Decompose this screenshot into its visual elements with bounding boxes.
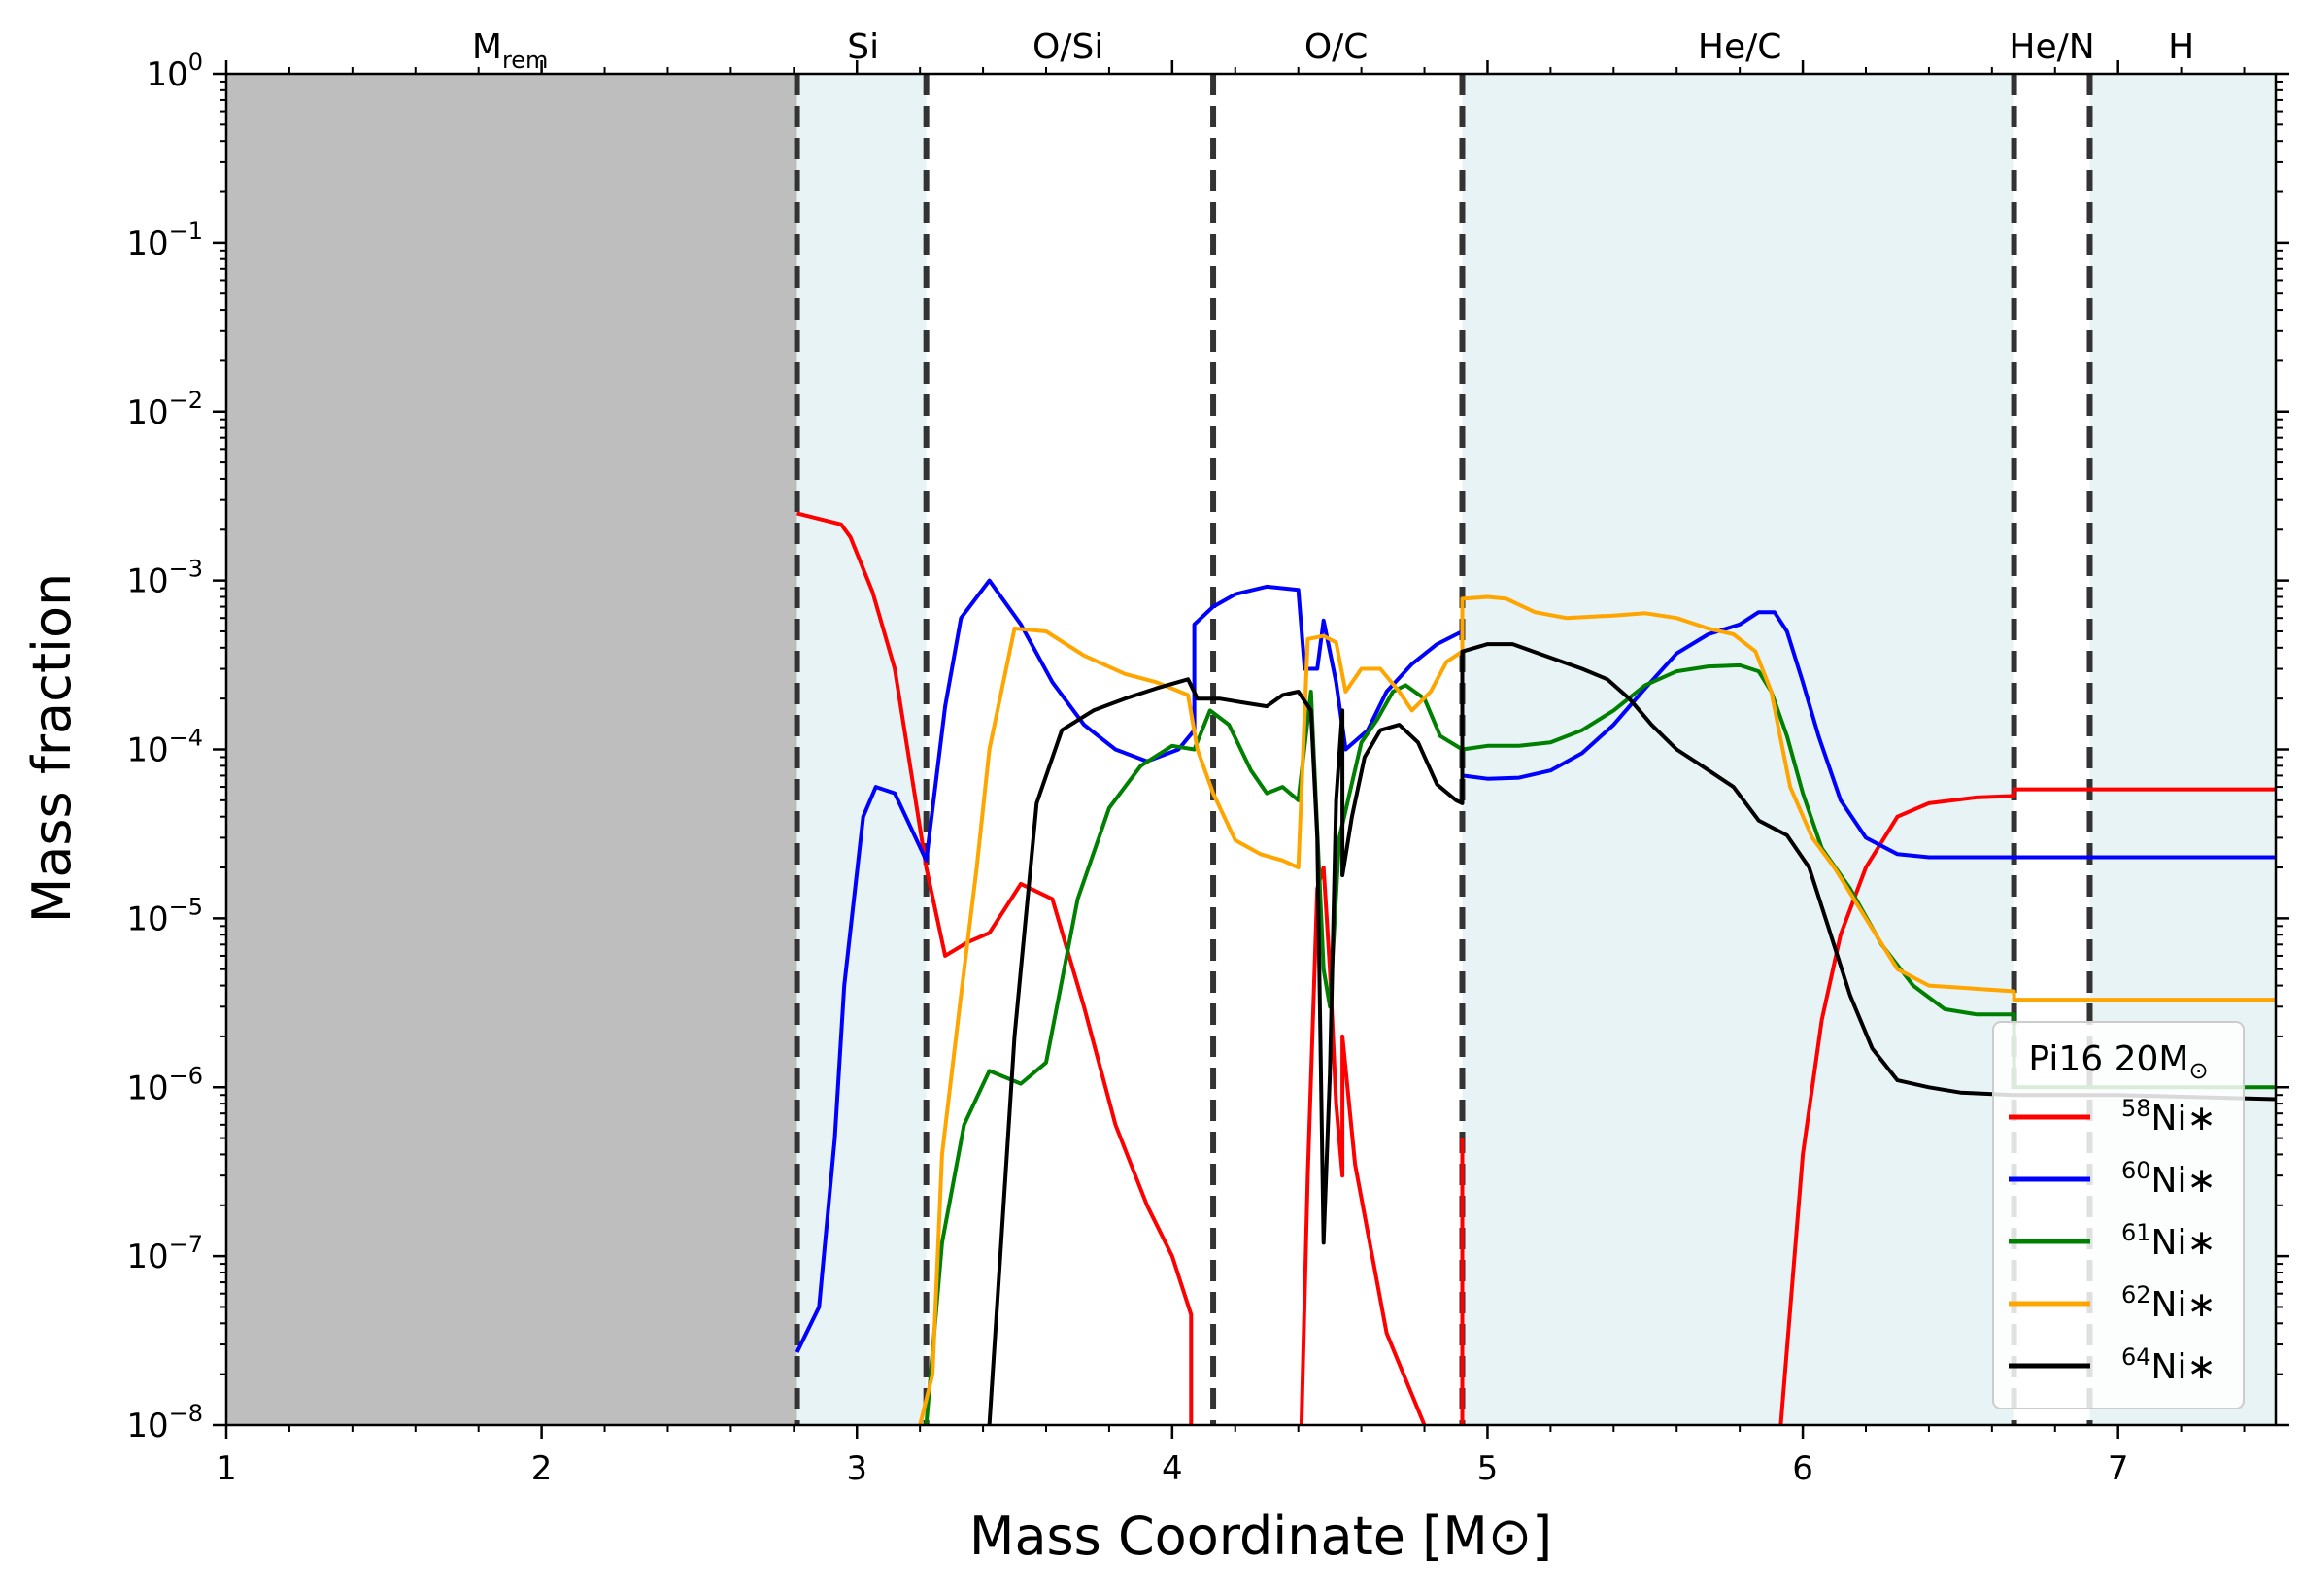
y-tick-label: 10−8 [126,1400,203,1445]
y-tick-label: 10−5 [126,893,203,938]
zone-label-0: Mrem [472,27,549,74]
series-line-7 [987,642,2276,1426]
zone-label-4: He/C [1698,27,1781,67]
series-line-5 [924,662,2276,1426]
y-tick-label: 10−1 [126,218,203,263]
series-lines [795,511,2276,1426]
legend: Pi16 20M⊙ 58Ni∗ 60Ni∗ 61Ni∗ 62Ni∗ 64Ni∗ [1992,1021,2245,1409]
remnant-region [226,74,797,1425]
shaded-region-0 [796,74,927,1425]
legend-entries: 58Ni∗ 60Ni∗ 61Ni∗ 62Ni∗ 64Ni∗ [2009,1095,2216,1387]
legend-label-61: 61Ni∗ [2121,1219,2216,1263]
zone-labels: Mrem Si O/Si O/C He/C He/N H [472,27,2194,74]
legend-title: Pi16 20M⊙ [2028,1039,2208,1084]
y-tick-label: 10−4 [126,725,203,770]
zone-label-3: O/C [1304,27,1369,67]
legend-label-58: 58Ni∗ [2121,1095,2216,1138]
series-line-1 [1299,866,1427,1426]
x-tick-label: 1 [216,1449,237,1488]
zone-label-2: O/Si [1032,27,1103,67]
y-tick-label: 10−7 [126,1231,203,1276]
series-line-0 [796,511,1194,1425]
y-tick-label: 100 [146,49,203,94]
x-tick-label: 2 [531,1449,553,1488]
legend-label-62: 62Ni∗ [2121,1281,2216,1325]
shaded-region-1 [1462,74,2014,1425]
y-tick-label: 10−2 [126,387,203,432]
x-tick-label: 6 [1792,1449,1813,1488]
y-tick-label: 10−6 [126,1062,203,1107]
x-tick-label: 7 [2108,1449,2129,1488]
x-tick-label: 3 [846,1449,867,1488]
legend-label-60: 60Ni∗ [2121,1157,2216,1201]
shaded-regions [226,74,2276,1425]
zone-label-5: He/N [2009,27,2094,67]
y-tick-label: 10−3 [126,556,203,601]
zone-label-6: H [2168,27,2194,67]
legend-label-64: 64Ni∗ [2121,1343,2216,1387]
y-axis-label: Mass fraction [21,573,83,924]
axes: 1 2 3 4 5 6 7 100 10−1 10−2 10−3 10−4 10−5 10−6 10−7 10… [126,49,2289,1488]
zone-label-1: Si [847,27,879,67]
series-line-6 [918,594,2276,1426]
x-axis-label: Mass Coordinate [M⊙] [969,1506,1552,1567]
series-line-3 [1778,787,2276,1426]
x-tick-label: 4 [1162,1449,1183,1488]
x-tick-label: 5 [1477,1449,1499,1488]
